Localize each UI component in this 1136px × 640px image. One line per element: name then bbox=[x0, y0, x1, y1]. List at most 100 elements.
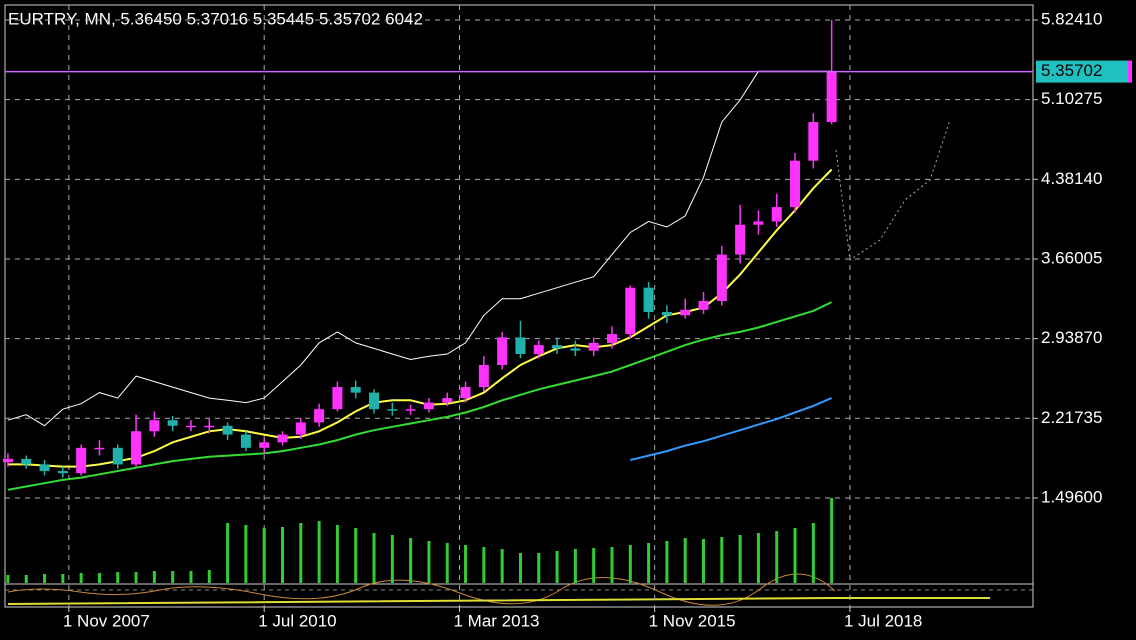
x-tick-label: 1 Jul 2018 bbox=[844, 611, 922, 630]
volume-bar bbox=[24, 575, 28, 583]
volume-bar bbox=[610, 547, 614, 583]
candle-body bbox=[552, 345, 563, 349]
current-price-box bbox=[1036, 60, 1128, 83]
volume-bar bbox=[738, 535, 742, 583]
candle-body bbox=[808, 122, 819, 161]
candle-body bbox=[753, 221, 764, 225]
volume-bar bbox=[79, 573, 83, 583]
candle-body bbox=[570, 348, 581, 351]
candle-body bbox=[735, 224, 746, 255]
x-tick-label: 1 Jul 2010 bbox=[258, 611, 336, 630]
volume-bar bbox=[427, 541, 431, 583]
volume-bar bbox=[518, 553, 522, 583]
volume-bar bbox=[299, 523, 303, 583]
candle-body bbox=[131, 431, 142, 465]
indicator-line bbox=[630, 397, 832, 461]
volume-bar bbox=[647, 543, 651, 583]
x-tick-label: 1 Nov 2015 bbox=[649, 611, 736, 630]
indicator-line bbox=[7, 70, 832, 427]
volume-bar bbox=[116, 572, 120, 583]
volume-bar bbox=[464, 545, 468, 583]
candle-body bbox=[350, 387, 361, 393]
plot-frame bbox=[4, 4, 1034, 608]
volume-bar bbox=[665, 541, 669, 583]
candle-body bbox=[94, 447, 105, 450]
volume-bar bbox=[775, 531, 779, 583]
volume-bar bbox=[409, 538, 413, 583]
volume-bar bbox=[628, 545, 632, 583]
volume-bar bbox=[262, 528, 266, 583]
plot: 5.82410 5.10275 4.38140 3.66005 2.93870 2.217… bbox=[2, 5, 1132, 630]
volume-bar bbox=[720, 537, 724, 583]
volume-bar bbox=[793, 528, 797, 583]
candle-body bbox=[442, 398, 453, 403]
candle-body bbox=[478, 365, 489, 388]
volume-bar bbox=[390, 535, 394, 583]
volume-bar bbox=[335, 525, 339, 583]
candle-body bbox=[680, 309, 691, 316]
candle-body bbox=[771, 207, 782, 222]
volume-bar bbox=[573, 549, 577, 583]
candle-body bbox=[277, 434, 288, 443]
volume-bar bbox=[226, 523, 230, 583]
y-tick-label: 4.38140 bbox=[1041, 169, 1102, 188]
volume-bar bbox=[482, 547, 486, 583]
volume-bar bbox=[281, 527, 285, 583]
candle-body bbox=[460, 387, 471, 399]
candle-body bbox=[259, 442, 270, 448]
volume-bar bbox=[702, 539, 706, 583]
volume-bar bbox=[555, 551, 559, 583]
candle-body bbox=[716, 254, 727, 301]
candle-body bbox=[2, 458, 13, 463]
x-tick-label: 1 Nov 2007 bbox=[63, 611, 150, 630]
candle-body bbox=[295, 422, 306, 435]
candle-body bbox=[497, 337, 508, 366]
indicator-line bbox=[7, 168, 833, 468]
y-tick-label: 3.66005 bbox=[1041, 248, 1102, 267]
candle-body bbox=[39, 464, 50, 472]
candle-body bbox=[405, 409, 416, 411]
candle-body bbox=[625, 287, 636, 335]
volume-bar bbox=[244, 525, 248, 583]
volume-bar bbox=[207, 570, 211, 583]
oscillator-line bbox=[7, 573, 836, 606]
volume-bar bbox=[317, 521, 321, 583]
candle-body bbox=[76, 447, 87, 474]
volume-bar bbox=[171, 571, 175, 583]
y-tick-label: 2.93870 bbox=[1041, 328, 1102, 347]
volume-bar bbox=[43, 574, 47, 583]
oscillator-line bbox=[7, 597, 990, 605]
candle-body bbox=[314, 409, 325, 423]
current-price-tab bbox=[1128, 60, 1132, 83]
candle-body bbox=[185, 425, 196, 428]
volume-bar bbox=[152, 571, 156, 583]
candle-body bbox=[790, 160, 801, 208]
candle-body bbox=[57, 471, 68, 474]
volume-bar bbox=[811, 523, 815, 583]
volume-bar bbox=[756, 533, 760, 583]
volume-bar bbox=[372, 533, 376, 583]
volume-bar bbox=[683, 538, 687, 583]
volume-bar bbox=[537, 553, 541, 583]
x-tick-label: 1 Mar 2013 bbox=[454, 611, 540, 630]
candle-body bbox=[222, 425, 233, 435]
candle-body bbox=[332, 387, 343, 410]
y-tick-label: 5.10275 bbox=[1041, 89, 1102, 108]
candle-body bbox=[643, 287, 654, 313]
y-tick-label: 2.21735 bbox=[1041, 408, 1102, 427]
candle-body bbox=[21, 458, 32, 465]
candle-body bbox=[112, 447, 123, 465]
candle-body bbox=[240, 434, 251, 448]
chart-title: EURTRY, MN, 5.36450 5.37016 5.35445 5.35… bbox=[8, 9, 423, 28]
candle-body bbox=[204, 425, 215, 428]
candle-body bbox=[149, 420, 160, 432]
volume-bar bbox=[61, 574, 65, 583]
volume-bar bbox=[354, 528, 358, 583]
volume-bar bbox=[500, 549, 504, 583]
volume-bar bbox=[97, 573, 101, 583]
volume-bar bbox=[6, 575, 10, 583]
current-price-label: 5.35702 bbox=[1041, 61, 1102, 80]
projection-line bbox=[835, 119, 951, 261]
